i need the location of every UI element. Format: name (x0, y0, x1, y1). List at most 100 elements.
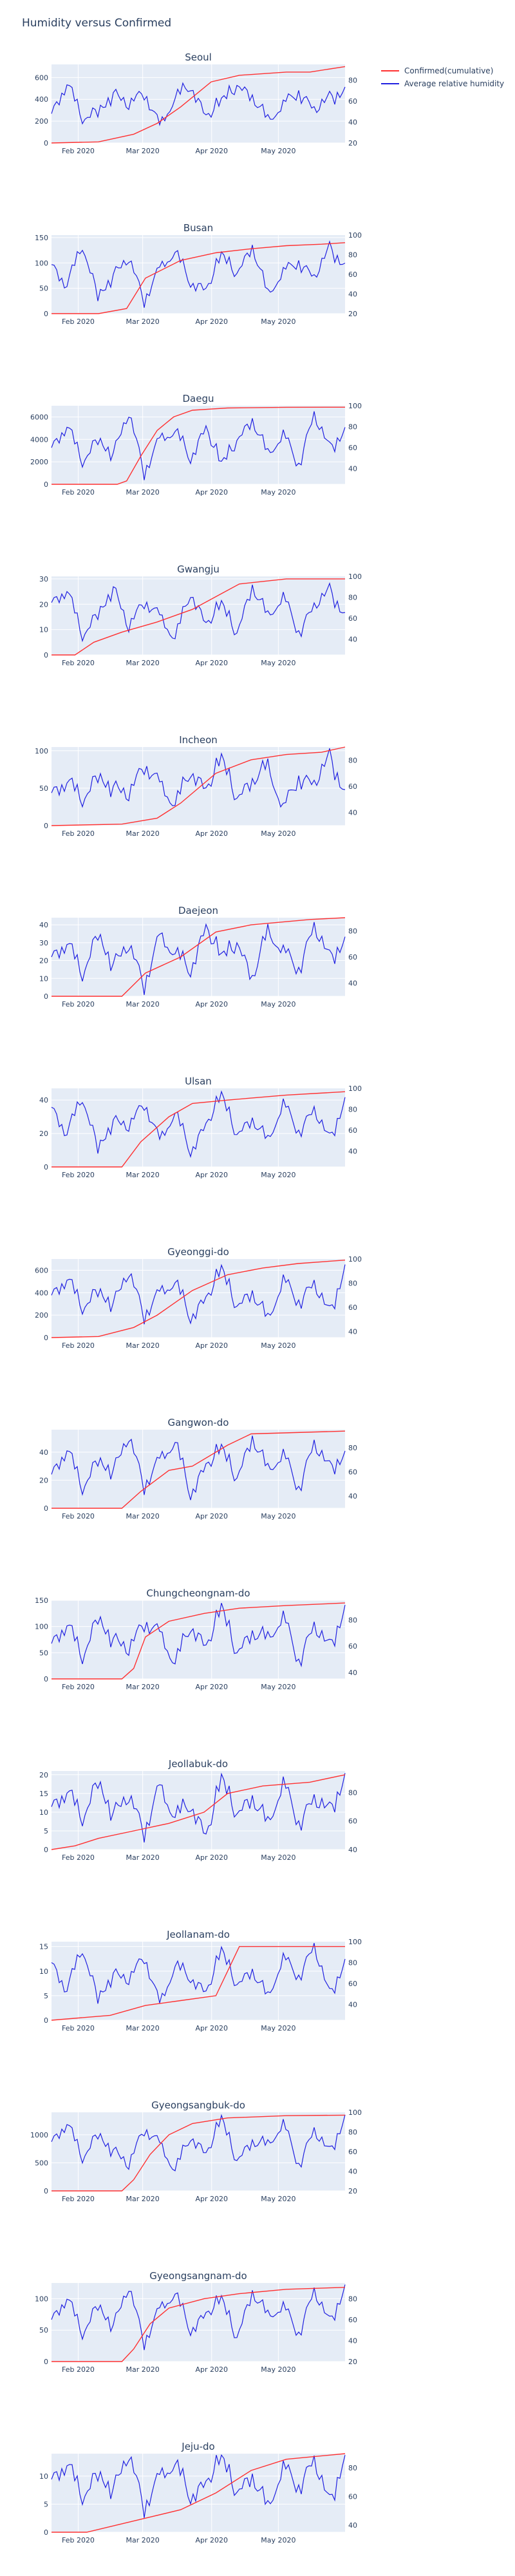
x-tick-label: Apr 2020 (195, 1683, 228, 1691)
x-tick-label: Mar 2020 (126, 1341, 160, 1350)
y-right-tick-label: 40 (348, 1669, 357, 1677)
subplot-7: Feb 2020 Mar 2020 Apr 2020 May 2020 0 200 400 6… (35, 1246, 362, 1350)
y-right-tick-label: 60 (348, 782, 357, 791)
x-tick-label: May 2020 (261, 488, 295, 497)
confirmed-line (51, 1774, 346, 1850)
humidity-line (51, 922, 346, 995)
y-left-tick-label: 0 (44, 651, 48, 659)
y-left-tick-label: 50 (39, 285, 48, 293)
x-tick-label: Apr 2020 (195, 1341, 228, 1350)
y-right-tick-label: 100 (348, 1255, 362, 1264)
subplot-title: Busan (183, 222, 213, 234)
y-right-tick-label: 100 (348, 573, 362, 581)
y-right-tick-label: 80 (348, 1788, 357, 1797)
x-tick-label: Apr 2020 (195, 659, 228, 667)
y-right-tick-label: 80 (348, 594, 357, 602)
page-title: Humidity versus Confirmed (22, 17, 172, 30)
x-tick-label: Feb 2020 (62, 829, 95, 838)
x-tick-label: Feb 2020 (62, 1171, 95, 1179)
y-left-tick-label: 600 (35, 73, 48, 82)
plot-area (52, 1259, 345, 1338)
y-right-tick-label: 40 (348, 1492, 357, 1501)
y-left-tick-label: 4000 (30, 435, 48, 444)
x-tick-label: Feb 2020 (62, 2536, 95, 2544)
legend-label-humidity: Average relative humidity (404, 79, 505, 88)
y-left-tick-label: 0 (44, 1163, 48, 1171)
x-tick-label: Mar 2020 (126, 1171, 160, 1179)
x-tick-label: Apr 2020 (195, 2365, 228, 2374)
x-tick-label: Feb 2020 (62, 488, 95, 497)
humidity-line (51, 411, 346, 480)
y-left-tick-label: 40 (39, 921, 48, 929)
x-tick-label: May 2020 (261, 1683, 295, 1691)
legend-item-confirmed[interactable]: Confirmed(cumulative) (381, 64, 504, 77)
x-tick-label: Apr 2020 (195, 1853, 228, 1862)
x-tick-label: May 2020 (261, 317, 295, 326)
y-right-tick-label: 60 (348, 270, 357, 279)
humidity-line (51, 1264, 346, 1325)
x-tick-label: Mar 2020 (126, 488, 160, 497)
y-right-tick-label: 100 (348, 402, 362, 410)
y-left-tick-label: 5 (44, 2500, 48, 2508)
y-right-tick-label: 80 (348, 2295, 357, 2303)
confirmed-line (52, 2287, 346, 2362)
y-right-tick-label: 40 (348, 290, 357, 299)
subplot-title: Gyeonggi-do (167, 1246, 229, 1258)
humidity-line (51, 1603, 346, 1668)
y-left-tick-label: 50 (39, 1649, 48, 1657)
y-right-tick-label: 60 (348, 97, 357, 106)
x-tick-label: May 2020 (261, 1000, 295, 1009)
x-tick-label: Apr 2020 (195, 317, 228, 326)
y-right-tick-label: 80 (348, 76, 357, 84)
humidity-line (51, 2454, 346, 2518)
x-tick-label: Mar 2020 (126, 2365, 160, 2374)
y-right-tick-label: 80 (348, 1616, 357, 1625)
plot-area (52, 1088, 345, 1167)
plot-area (52, 2112, 345, 2191)
subplot-title: Daejeon (178, 905, 218, 916)
subplot-title: Gyeongsangbuk-do (151, 2099, 245, 2111)
y-left-tick-label: 40 (39, 1448, 48, 1457)
y-right-tick-label: 80 (348, 2464, 357, 2472)
y-left-tick-label: 150 (35, 234, 48, 242)
y-left-tick-label: 200 (35, 117, 48, 126)
humidity-line (51, 82, 346, 126)
subplot-title: Ulsan (185, 1075, 212, 1087)
y-left-tick-label: 50 (39, 784, 48, 793)
x-tick-label: Apr 2020 (195, 1512, 228, 1520)
y-left-tick-label: 0 (44, 1504, 48, 1513)
x-tick-label: Feb 2020 (62, 2195, 95, 2203)
legend-label-confirmed: Confirmed(cumulative) (404, 66, 494, 75)
y-right-tick-label: 20 (348, 310, 357, 318)
y-right-tick-label: 40 (348, 1846, 357, 1854)
x-tick-label: May 2020 (261, 147, 295, 155)
y-left-tick-label: 30 (39, 939, 48, 947)
subplot-11: Feb 2020 Mar 2020 Apr 2020 May 2020 0 5 10 15 40… (39, 1929, 362, 2032)
plot-area (52, 576, 345, 655)
y-right-tick-label: 40 (348, 2001, 357, 2009)
y-left-tick-label: 500 (35, 2159, 48, 2167)
y-right-tick-label: 60 (348, 1642, 357, 1651)
plot-area (52, 235, 345, 314)
x-tick-label: Feb 2020 (62, 1000, 95, 1009)
confirmed-line (51, 1260, 346, 1338)
subplot-title: Jeollabuk-do (168, 1758, 228, 1770)
subplot-1: Feb 2020 Mar 2020 Apr 2020 May 2020 0 50 100 15… (35, 222, 362, 326)
x-tick-label: Feb 2020 (62, 147, 95, 155)
y-right-tick-label: 20 (348, 2358, 357, 2366)
plot-area (52, 2283, 345, 2362)
x-tick-label: Apr 2020 (195, 2536, 228, 2544)
subplot-title: Jeju-do (181, 2441, 214, 2452)
confirmed-line (52, 2453, 346, 2533)
y-right-tick-label: 60 (348, 1980, 357, 1988)
y-left-tick-label: 600 (35, 1266, 48, 1274)
y-right-tick-label: 60 (348, 614, 357, 623)
x-tick-label: Feb 2020 (62, 1341, 95, 1350)
y-right-tick-label: 60 (348, 1126, 357, 1135)
x-tick-label: Feb 2020 (62, 1683, 95, 1691)
plot-area (52, 747, 345, 826)
legend-item-humidity[interactable]: Average relative humidity (381, 77, 504, 90)
x-tick-label: Feb 2020 (62, 2024, 95, 2032)
y-left-tick-label: 5 (44, 1992, 48, 2000)
subplot-title: Gyeongsangnam-do (149, 2270, 247, 2282)
